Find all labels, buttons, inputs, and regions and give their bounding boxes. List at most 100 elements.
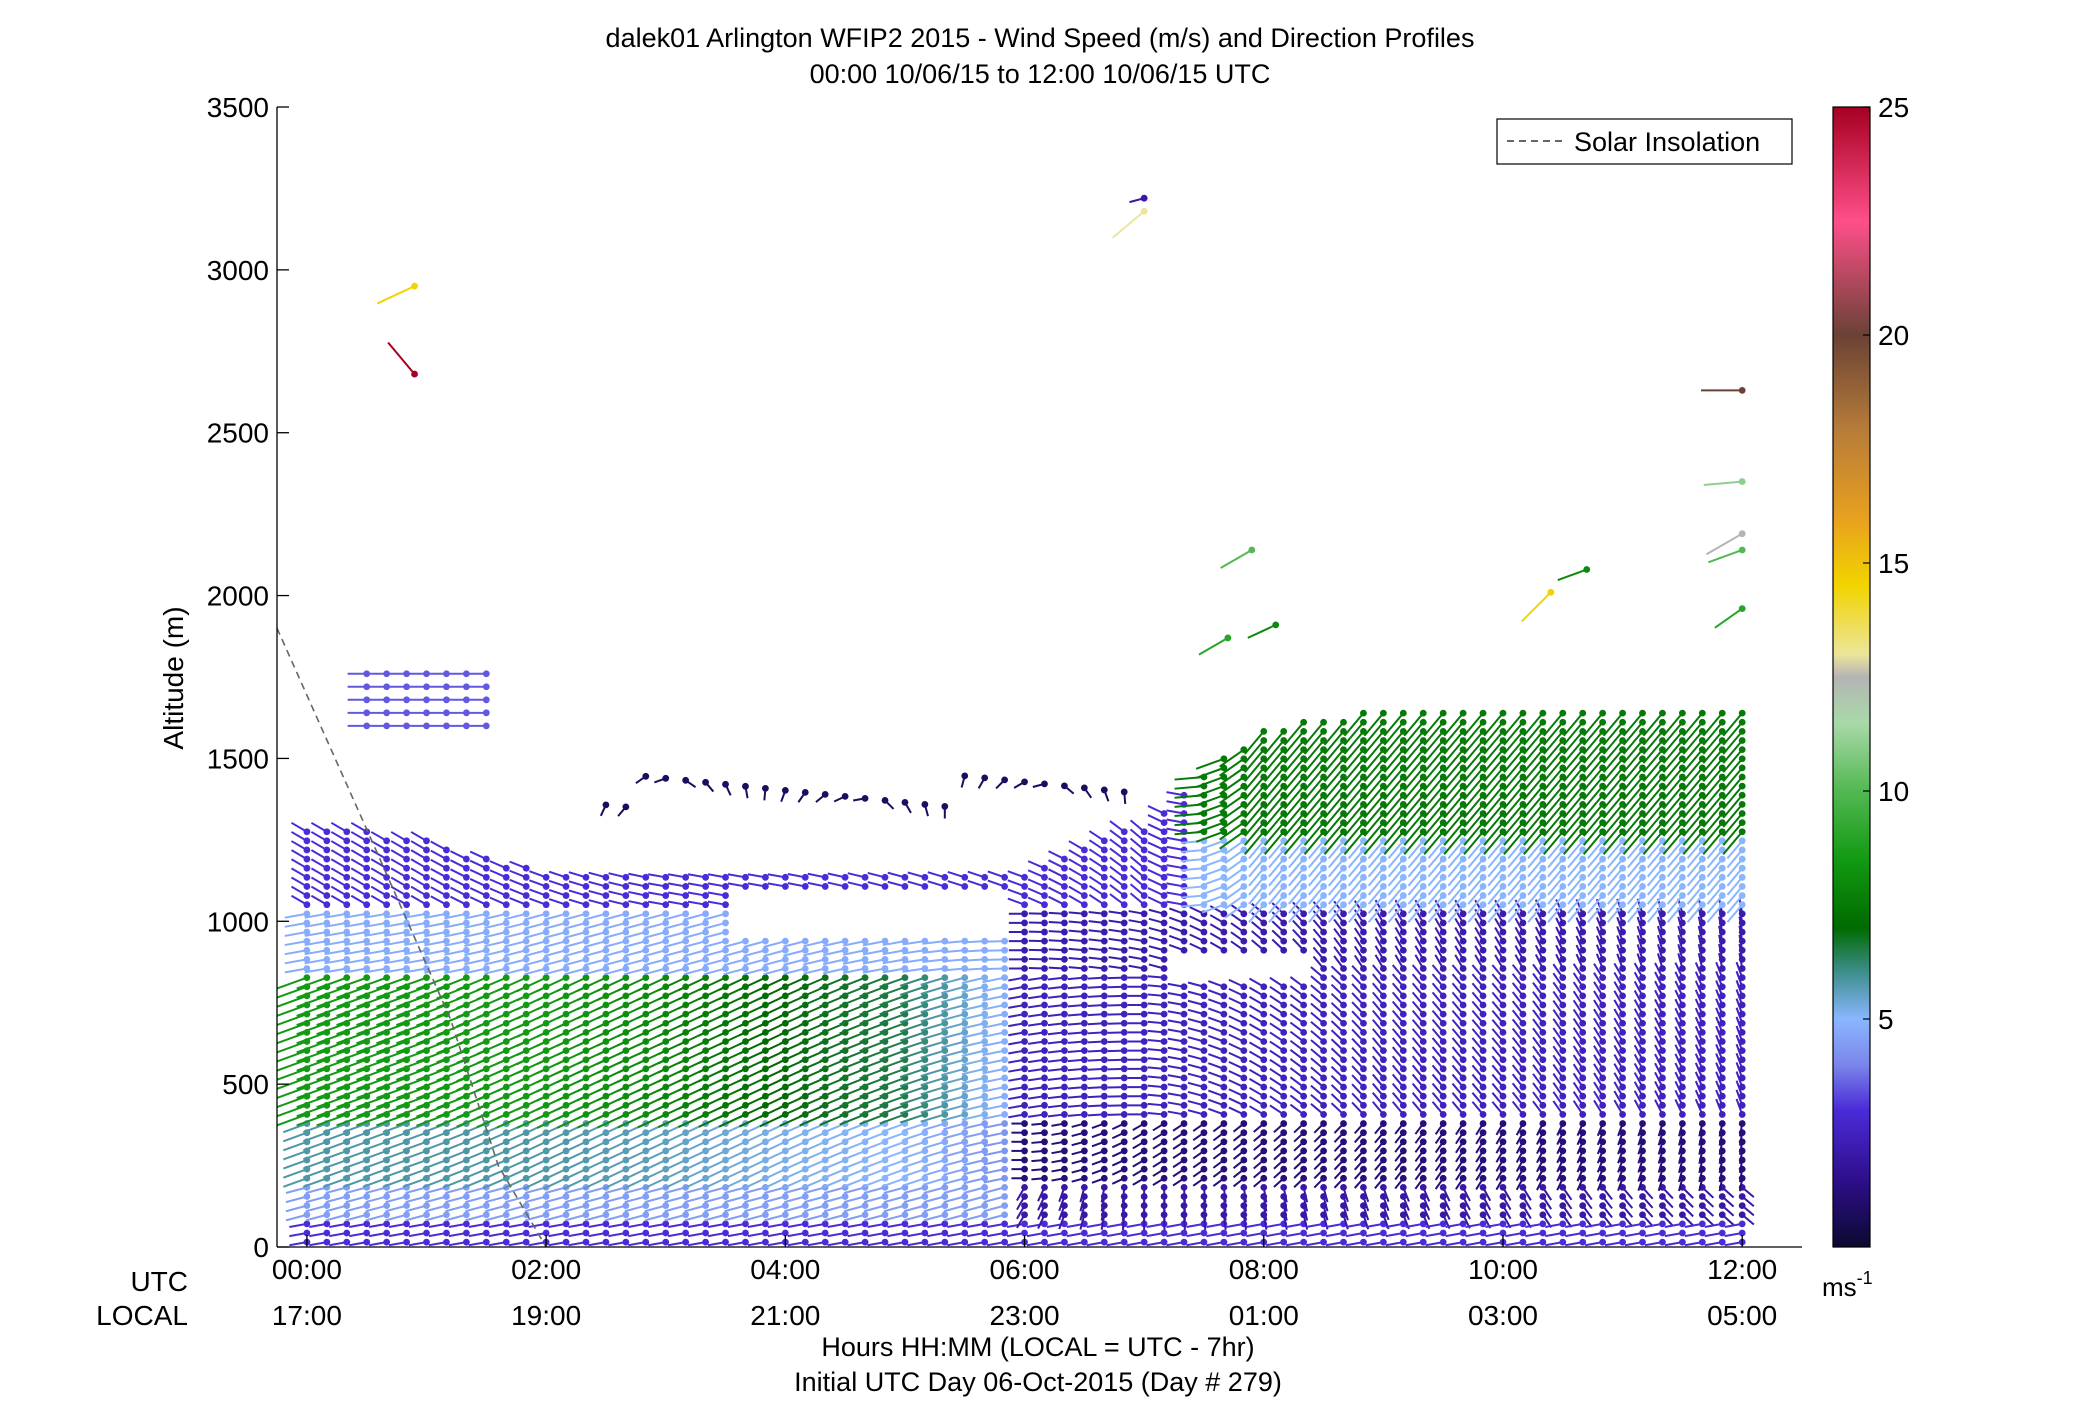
wind-barb-dot <box>303 1229 311 1237</box>
wind-barb-dot <box>323 1220 331 1228</box>
wind-barb-shaft <box>462 1140 487 1153</box>
wind-barb-dot <box>1280 1074 1288 1082</box>
wind-barb-dot <box>1340 901 1347 909</box>
wind-barb-dot <box>1340 1083 1347 1091</box>
wind-barb-dot <box>1160 965 1168 972</box>
wind-barb-dot <box>1200 1156 1208 1164</box>
wind-barb-dot <box>1340 1101 1347 1109</box>
wind-barb-shaft <box>416 1022 447 1036</box>
wind-barb-dot <box>1140 883 1148 890</box>
wind-barb-dot <box>662 901 670 909</box>
wind-barb-dot <box>1120 1001 1128 1009</box>
wind-barb-shaft <box>376 976 407 990</box>
wind-barb-dot <box>1001 1202 1009 1210</box>
wind-barb-dot <box>1080 946 1088 954</box>
wind-barb-shaft <box>485 1195 507 1204</box>
wind-barb-dot <box>1180 1065 1188 1073</box>
wind-barb-dot <box>901 974 909 982</box>
wind-barb-dot <box>1280 1083 1288 1091</box>
wind-barb-dot <box>781 1211 789 1219</box>
wind-barb-dot <box>1180 1047 1188 1054</box>
wind-barb-dot <box>1280 1056 1288 1064</box>
wind-barb-dot <box>1240 937 1248 945</box>
wind-barb-shaft <box>604 1195 627 1204</box>
wind-barb-shaft <box>385 1204 407 1213</box>
wind-barb-dot <box>1260 928 1268 936</box>
wind-barb-dot <box>383 846 391 854</box>
wind-barb-dot <box>1041 1028 1048 1036</box>
wind-barb-dot <box>1200 1129 1208 1137</box>
wind-barb-dot <box>1300 1183 1308 1191</box>
wind-barb-shaft <box>456 976 487 991</box>
wind-barb-dot <box>343 883 351 890</box>
wind-barb-dot <box>1260 1056 1268 1064</box>
wind-barb-shaft <box>663 931 686 939</box>
wind-barb-dot <box>1320 1083 1327 1091</box>
wind-barb-dot <box>1300 1047 1308 1054</box>
wind-barb-shaft <box>583 1140 607 1154</box>
wind-barb-dot <box>682 1238 690 1246</box>
wind-barb-dot <box>323 974 331 982</box>
wind-barb-dot <box>1120 955 1128 963</box>
wind-barb-shaft <box>316 976 348 990</box>
wind-barb-dot <box>443 864 450 872</box>
wind-barb-dot <box>1021 1092 1028 1100</box>
wind-barb-shaft <box>282 1177 308 1188</box>
wind-barb-dot <box>1080 1165 1088 1173</box>
wind-barb-shaft <box>296 994 328 1008</box>
wind-barb-shaft <box>322 1177 348 1188</box>
wind-barb-shaft <box>663 1159 687 1172</box>
wind-barb-dot <box>961 873 969 881</box>
wind-barb-shaft <box>823 1177 846 1189</box>
wind-barb-dot <box>1419 1129 1427 1137</box>
wind-barb-shaft <box>276 985 308 999</box>
wind-barb-dot <box>1200 1028 1208 1036</box>
wind-barb-shaft <box>424 949 447 956</box>
wind-barb-shaft <box>723 1150 746 1162</box>
wind-barb-dot <box>1300 1174 1308 1182</box>
wind-barb-shaft <box>325 1186 348 1194</box>
wind-barb-shaft <box>743 949 766 958</box>
wind-barb-shaft <box>803 1140 826 1152</box>
wind-barb-dot <box>562 928 570 936</box>
wind-barb-dot <box>343 855 351 863</box>
wind-barb-dot <box>1001 1074 1009 1082</box>
wind-barb-dot <box>781 1220 789 1228</box>
wind-barb-shaft <box>324 931 347 937</box>
wind-barb-shaft <box>276 1113 308 1127</box>
wind-barb-shaft <box>422 1159 447 1170</box>
wind-barb-dot <box>1360 1129 1367 1137</box>
wind-barb-dot <box>1379 965 1387 972</box>
wind-barb-dot <box>961 1010 969 1018</box>
wind-barb-shaft <box>404 949 427 956</box>
wind-barb-dot <box>1160 1147 1168 1155</box>
wind-barb-shaft <box>416 1104 447 1118</box>
wind-barb-dot <box>1379 1047 1387 1054</box>
wind-barb-dot <box>1280 864 1288 872</box>
wind-barb-dot <box>1041 937 1048 945</box>
wind-barb-dot <box>622 1220 630 1228</box>
wind-barb-shaft <box>723 940 746 948</box>
wind-barb-dot <box>1360 1156 1367 1164</box>
wind-barb-shaft <box>703 912 726 921</box>
wind-barb-dot <box>1360 992 1367 1000</box>
wind-barb-dot <box>562 892 570 899</box>
wind-barb-dot <box>1140 1111 1148 1118</box>
wind-barb-dot <box>383 892 391 899</box>
wind-barb-dot <box>1021 928 1028 936</box>
wind-barb-dot <box>702 1229 709 1237</box>
wind-barb-dot <box>1399 1038 1407 1045</box>
wind-barb-dot <box>462 955 470 963</box>
wind-barb-shaft <box>744 1213 766 1222</box>
wind-barb-dot <box>1220 1019 1228 1027</box>
wind-barb-shaft <box>342 1159 368 1170</box>
wind-barb-dot <box>1001 1038 1009 1045</box>
wind-barb-dot <box>1100 873 1108 881</box>
wind-barb-shaft <box>322 1149 348 1161</box>
wind-barb-dot <box>841 1220 849 1228</box>
wind-barb-dot <box>1041 1019 1048 1027</box>
wind-barb-shaft <box>284 967 308 974</box>
wind-barb-shaft <box>763 949 786 958</box>
wind-barb-dot <box>303 1220 311 1228</box>
wind-barb-dot <box>423 837 430 845</box>
